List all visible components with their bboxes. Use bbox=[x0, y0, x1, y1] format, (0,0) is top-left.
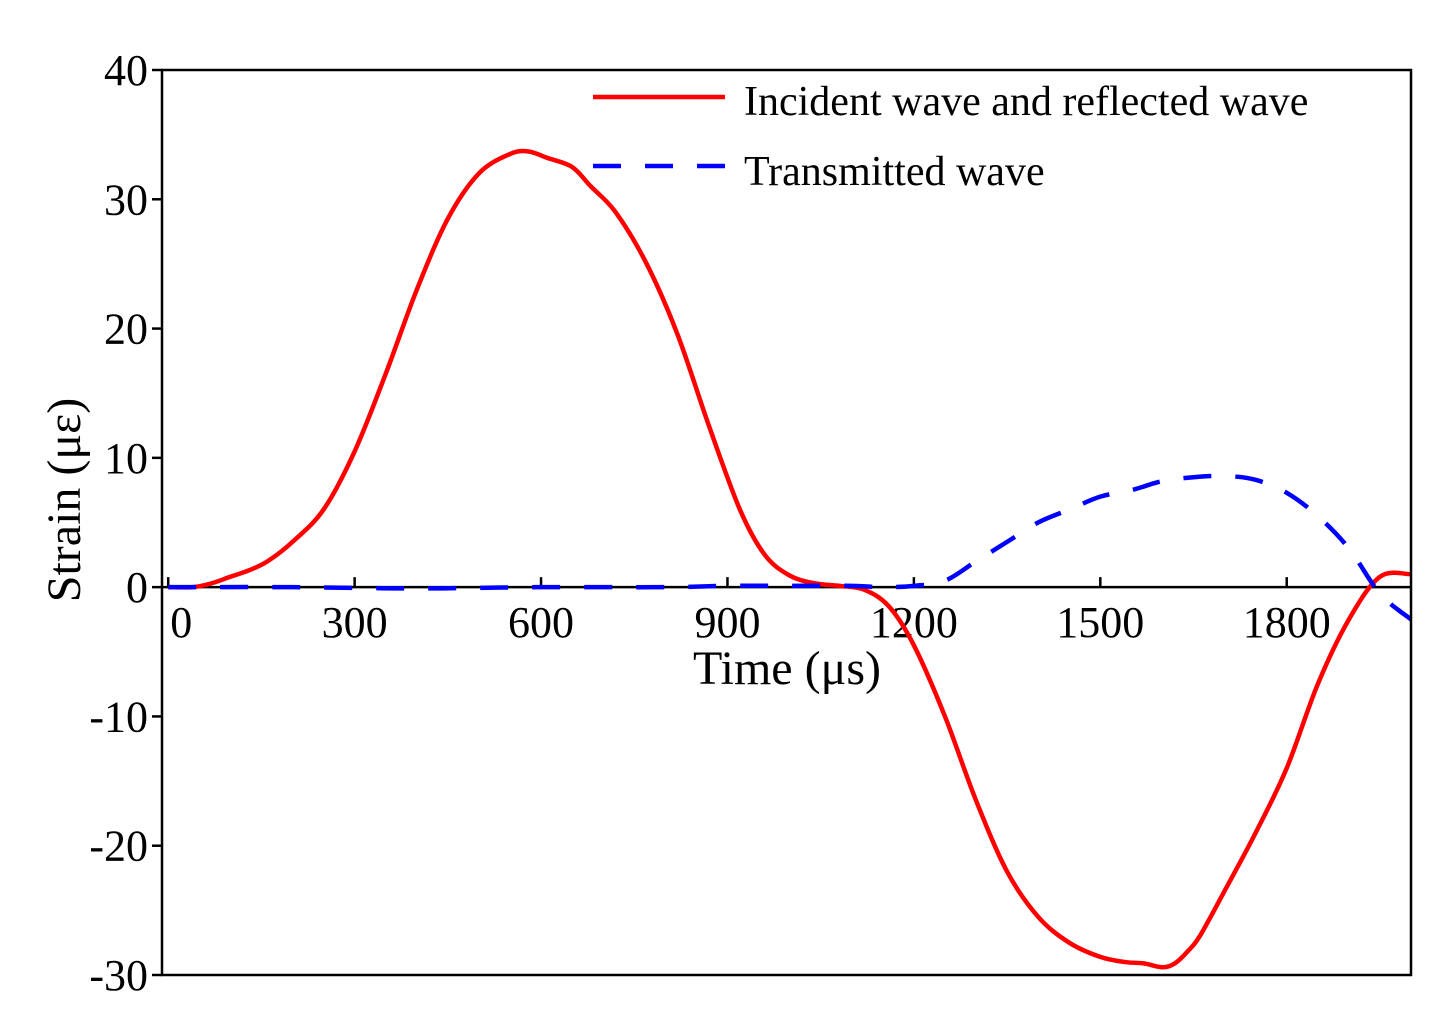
x-tick-label: 1200 bbox=[870, 598, 958, 647]
x-tick-label: 900 bbox=[694, 598, 760, 647]
y-tick-label: 0 bbox=[126, 563, 148, 612]
y-tick-label: 10 bbox=[104, 434, 148, 483]
x-tick-label: 0 bbox=[170, 598, 192, 647]
series-line-incident-reflected bbox=[168, 148, 1412, 970]
x-tick-label: 1500 bbox=[1056, 598, 1144, 647]
x-axis-title: Time (μs) bbox=[693, 642, 881, 695]
x-tick-label: 600 bbox=[508, 598, 574, 647]
y-tick-label: -10 bbox=[89, 692, 148, 741]
y-axis-title: Strain (με) bbox=[38, 398, 91, 603]
x-tick-label: 300 bbox=[322, 598, 388, 647]
plot-frame bbox=[160, 68, 1413, 977]
legend: Incident wave and reflected wave Transmi… bbox=[593, 79, 1308, 195]
data-series bbox=[168, 148, 1413, 970]
y-tick-label: 20 bbox=[104, 305, 148, 354]
series-line-transmitted bbox=[168, 473, 1413, 622]
x-tick-label: 1800 bbox=[1243, 598, 1331, 647]
x-axis-ticks: 0 300 600 900 1200 1500 1800 bbox=[166, 577, 1331, 647]
y-tick-label: 30 bbox=[104, 175, 148, 224]
y-axis-ticks: 40 30 20 10 0 -10 -20 -30 bbox=[89, 46, 162, 1000]
legend-label-incident-wave: Incident wave and reflected wave bbox=[744, 79, 1308, 125]
legend-label-transmitted-wave: Transmitted wave bbox=[744, 149, 1045, 195]
y-tick-label: -20 bbox=[89, 822, 148, 871]
y-tick-label: 40 bbox=[104, 46, 148, 95]
y-tick-label: -30 bbox=[89, 951, 148, 1000]
